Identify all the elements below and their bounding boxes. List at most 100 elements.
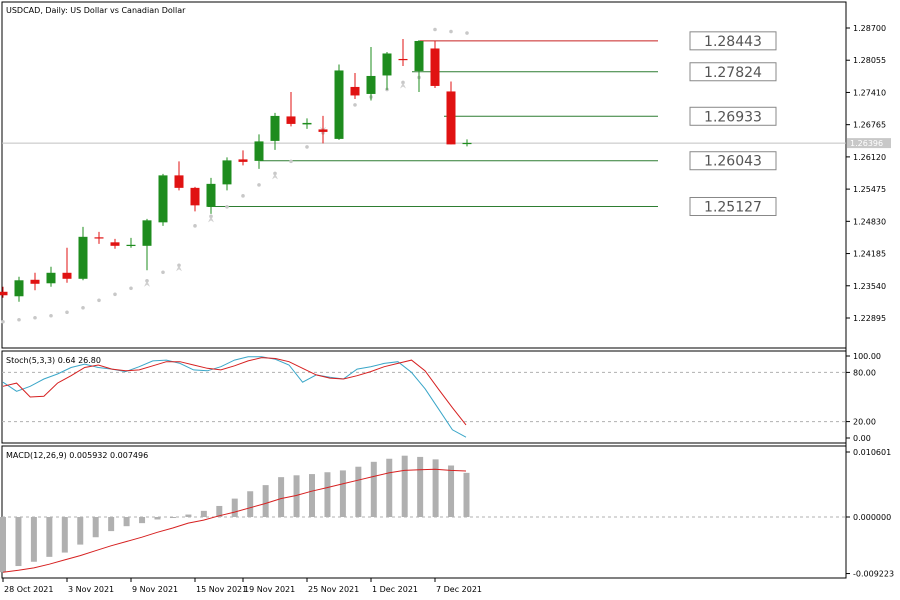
bear-candle — [430, 40, 440, 88]
psar-dots — [1, 27, 469, 324]
candles — [0, 38, 472, 302]
psar-dot — [17, 317, 21, 322]
macd-tick-label: 0.000000 — [853, 513, 891, 522]
macd-hist-bar — [448, 465, 455, 517]
macd-axis: 0.010601 0.000000 -0.009223 — [846, 448, 894, 579]
bull-candle — [14, 276, 24, 302]
stoch-tick-label: 100.00 — [853, 352, 881, 361]
macd-hist-bar — [463, 472, 470, 517]
psar-dot — [193, 224, 197, 228]
time-axis: 28 Oct 2021 3 Nov 2021 9 Nov 2021 15 Nov 20… — [2, 578, 482, 594]
psar-dot — [97, 298, 101, 303]
price-tick-label: 1.22895 — [853, 314, 886, 323]
time-tick-label: 3 Nov 2021 — [68, 585, 114, 594]
candle-body — [46, 272, 56, 284]
psar-reversal-arrow — [400, 82, 406, 89]
psar-dot — [289, 159, 293, 164]
macd-hist-bar — [169, 517, 176, 518]
bull-candle — [142, 218, 152, 271]
price-tick-label: 1.25475 — [853, 185, 886, 194]
stoch-main-line — [2, 356, 467, 438]
macd-hist-bar — [185, 514, 192, 517]
candle-body — [286, 116, 296, 124]
bull-candle — [126, 237, 136, 248]
candle-body — [446, 91, 456, 145]
macd-series — [0, 455, 846, 573]
bull-candle — [462, 139, 472, 147]
level-box — [689, 31, 777, 51]
stoch-tick-label: 20.00 — [853, 418, 876, 427]
candle-body — [414, 40, 424, 71]
candle-body — [302, 122, 312, 125]
candle-body — [142, 220, 152, 246]
candle-body — [334, 70, 344, 139]
level-label: 1.26933 — [704, 109, 762, 125]
macd-hist-bar — [61, 517, 68, 553]
macd-hist-bar — [108, 517, 115, 532]
macd-hist-bar — [432, 459, 439, 517]
candle-body — [30, 279, 40, 284]
bear-candle — [0, 286, 8, 298]
bull-candle — [46, 266, 56, 287]
time-tick-label: 7 Dec 2021 — [436, 585, 482, 594]
macd-hist-bar — [386, 458, 393, 517]
time-tick-label: 9 Nov 2021 — [132, 585, 178, 594]
level-label: 1.26043 — [704, 154, 762, 170]
candle-body — [430, 48, 440, 86]
candle-body — [350, 86, 360, 96]
candle-body — [190, 187, 200, 206]
bull-candle — [78, 226, 88, 281]
macd-hist-bar — [370, 461, 377, 517]
psar-dot — [161, 270, 165, 275]
bull-candle — [414, 39, 424, 92]
psar-dot — [449, 29, 453, 34]
psar-dot — [1, 319, 5, 324]
macd-signal-line — [2, 468, 467, 573]
price-tick-label: 1.28700 — [853, 24, 886, 33]
psar-dot — [129, 286, 133, 291]
bull-candle — [302, 118, 312, 129]
psar-dot — [353, 103, 357, 107]
macd-hist-bar — [154, 517, 161, 520]
main-title: USDCAD, Daily: US Dollar vs Canadian Dol… — [6, 6, 186, 15]
stoch-pane-frame — [1, 350, 847, 444]
macd-hist-bar — [77, 517, 84, 545]
candle-body — [94, 237, 104, 239]
stoch-signal-line — [2, 357, 467, 426]
price-tick-label: 1.24185 — [853, 250, 886, 259]
bear-candle — [398, 38, 408, 66]
price-tick-label: 1.26765 — [853, 121, 886, 130]
psar-dot — [465, 31, 469, 35]
level-box — [689, 151, 777, 171]
price-tick-label: 1.23540 — [853, 282, 886, 291]
psar-dot — [65, 310, 69, 315]
candle-body — [238, 159, 248, 162]
psar-dot — [113, 292, 117, 297]
bear-candle — [238, 150, 248, 166]
level-box — [689, 62, 777, 82]
price-tick-label: 1.24830 — [853, 217, 886, 226]
bear-candle — [174, 161, 184, 191]
current-price-tag — [847, 138, 891, 149]
psar-reversal-arrow — [208, 216, 214, 223]
level-box — [689, 196, 777, 216]
time-tick-label: 1 Dec 2021 — [372, 585, 418, 594]
macd-hist-bar — [417, 456, 424, 517]
macd-hist-bar — [46, 517, 53, 557]
candle-body — [110, 242, 120, 246]
price-tick-label: 1.26120 — [853, 153, 886, 162]
macd-hist-bar — [200, 510, 207, 517]
macd-hist-bar — [15, 517, 22, 567]
candle-body — [222, 160, 232, 185]
candle-body — [366, 75, 376, 94]
psar-dot — [433, 27, 437, 32]
psar-reversal-arrow — [176, 265, 182, 272]
candle-body — [382, 53, 392, 76]
time-tick-label: 15 Nov 2021 — [196, 585, 247, 594]
macd-hist-bar — [309, 474, 315, 517]
macd-hist-bar — [324, 472, 331, 517]
bear-candle — [94, 231, 104, 244]
macd-pane-frame — [1, 445, 847, 579]
psar-dot — [401, 80, 405, 85]
